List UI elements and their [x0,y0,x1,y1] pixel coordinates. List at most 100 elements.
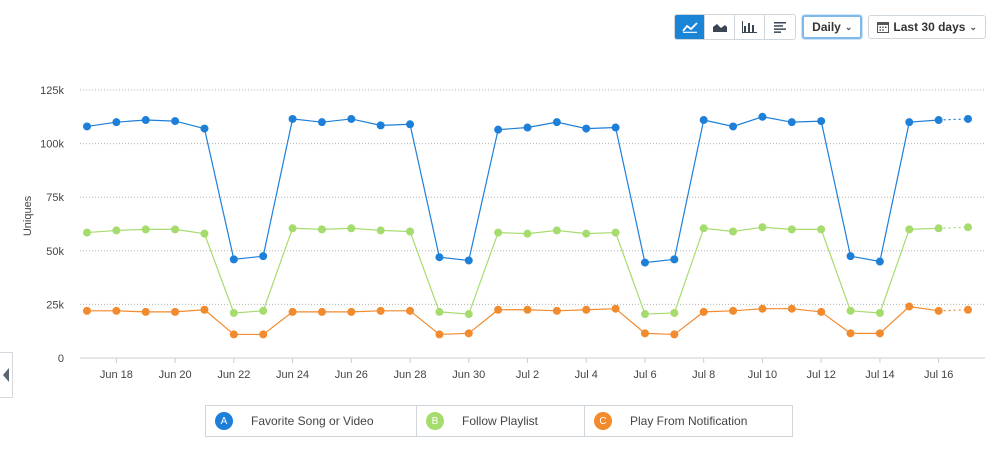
data-point[interactable] [406,227,415,236]
data-point[interactable] [729,122,738,131]
line-chart-view-button[interactable] [675,15,706,39]
data-point[interactable] [347,307,356,316]
data-point[interactable] [317,225,326,234]
area-chart-view-button[interactable] [705,15,736,39]
data-point[interactable] [787,225,796,234]
data-point[interactable] [729,306,738,315]
table-view-button[interactable] [765,15,796,39]
data-point[interactable] [523,123,532,132]
data-point[interactable] [200,229,209,238]
data-point[interactable] [787,304,796,313]
data-point[interactable] [347,224,356,233]
data-point[interactable] [875,329,884,338]
data-point[interactable] [494,305,503,314]
data-point[interactable] [435,253,444,262]
data-point[interactable] [875,257,884,266]
data-point[interactable] [552,306,561,315]
data-point[interactable] [817,117,826,126]
data-point[interactable] [229,308,238,317]
data-point[interactable] [376,306,385,315]
data-point[interactable] [83,306,91,315]
data-point[interactable] [406,120,415,129]
data-point[interactable] [523,229,532,238]
data-point[interactable] [582,229,591,238]
data-point[interactable] [435,330,444,339]
data-point[interactable] [905,225,914,234]
data-point[interactable] [582,124,591,133]
data-point[interactable] [817,225,826,234]
data-point[interactable] [229,255,238,264]
date-range-dropdown[interactable]: Last 30 days ⌄ [868,15,986,39]
data-point[interactable] [200,305,209,314]
data-point[interactable] [582,305,591,314]
data-point[interactable] [875,308,884,317]
data-point[interactable] [758,112,767,121]
data-point[interactable] [552,118,561,127]
data-point[interactable] [171,307,180,316]
data-point[interactable] [464,310,473,319]
legend-item-play-from-notification[interactable]: C Play From Notification [585,406,792,436]
data-point[interactable] [141,307,150,316]
data-point[interactable] [288,114,297,123]
data-point[interactable] [670,308,679,317]
data-point[interactable] [640,258,649,267]
data-point[interactable] [376,226,385,235]
data-point[interactable] [171,117,180,126]
data-point[interactable] [112,118,121,127]
data-point[interactable] [406,306,415,315]
data-point[interactable] [964,114,972,123]
data-point[interactable] [259,330,268,339]
bar-chart-view-button[interactable] [735,15,766,39]
data-point[interactable] [846,252,855,261]
data-point[interactable] [670,255,679,264]
data-point[interactable] [846,329,855,338]
data-point[interactable] [523,305,532,314]
side-panel-toggle[interactable] [0,352,13,398]
data-point[interactable] [171,225,180,234]
data-point[interactable] [699,307,708,316]
data-point[interactable] [699,116,708,125]
data-point[interactable] [640,310,649,319]
data-point[interactable] [934,306,943,315]
data-point[interactable] [464,329,473,338]
data-point[interactable] [347,114,356,123]
data-point[interactable] [317,307,326,316]
data-point[interactable] [670,330,679,339]
data-point[interactable] [787,118,796,127]
legend-item-follow-playlist[interactable]: B Follow Playlist [417,406,585,436]
data-point[interactable] [259,306,268,315]
data-point[interactable] [288,224,297,233]
data-point[interactable] [758,223,767,232]
data-point[interactable] [464,256,473,265]
data-point[interactable] [83,228,91,237]
data-point[interactable] [640,329,649,338]
data-point[interactable] [141,225,150,234]
data-point[interactable] [259,252,268,261]
data-point[interactable] [699,224,708,233]
data-point[interactable] [229,330,238,339]
data-point[interactable] [611,228,620,237]
data-point[interactable] [317,118,326,127]
data-point[interactable] [611,123,620,132]
data-point[interactable] [611,304,620,313]
data-point[interactable] [817,307,826,316]
data-point[interactable] [376,121,385,130]
data-point[interactable] [729,227,738,236]
data-point[interactable] [758,304,767,313]
legend-item-favorite-song[interactable]: A Favorite Song or Video [206,406,417,436]
data-point[interactable] [83,122,91,131]
data-point[interactable] [552,226,561,235]
data-point[interactable] [112,226,121,235]
data-point[interactable] [200,124,209,133]
data-point[interactable] [112,306,121,315]
data-point[interactable] [288,307,297,316]
data-point[interactable] [494,228,503,237]
data-point[interactable] [905,118,914,127]
data-point[interactable] [435,307,444,316]
data-point[interactable] [934,224,943,233]
data-point[interactable] [494,125,503,134]
data-point[interactable] [905,302,914,311]
data-point[interactable] [846,306,855,315]
data-point[interactable] [141,116,150,125]
interval-dropdown[interactable]: Daily ⌄ [802,15,863,39]
